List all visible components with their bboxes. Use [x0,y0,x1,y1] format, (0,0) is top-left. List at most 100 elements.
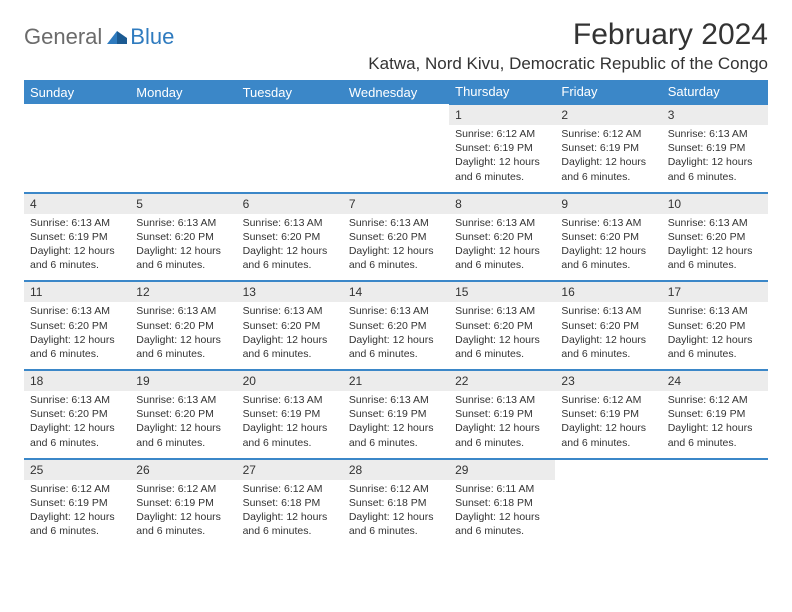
day-content-cell: Sunrise: 6:13 AMSunset: 6:20 PMDaylight:… [662,214,768,282]
sunrise-text: Sunrise: 6:12 AM [349,482,443,496]
day-number-cell: 21 [343,370,449,391]
day-content-cell: Sunrise: 6:13 AMSunset: 6:20 PMDaylight:… [449,302,555,370]
title-block: February 2024 Katwa, Nord Kivu, Democrat… [368,18,768,74]
day-number-cell: 6 [237,193,343,214]
location-label: Katwa, Nord Kivu, Democratic Republic of… [368,54,768,74]
day-number-cell: 28 [343,459,449,480]
daylight-text: and 6 minutes. [136,347,230,361]
day-number-cell: 13 [237,281,343,302]
calendar-body: 123Sunrise: 6:12 AMSunset: 6:19 PMDaylig… [24,104,768,546]
sunset-text: Sunset: 6:20 PM [668,319,762,333]
daylight-text: Daylight: 12 hours [668,421,762,435]
day-content-cell: Sunrise: 6:13 AMSunset: 6:20 PMDaylight:… [130,214,236,282]
sunrise-text: Sunrise: 6:12 AM [668,393,762,407]
day-content-cell: Sunrise: 6:13 AMSunset: 6:19 PMDaylight:… [24,214,130,282]
daylight-text: and 6 minutes. [455,170,549,184]
sunset-text: Sunset: 6:19 PM [668,407,762,421]
sunset-text: Sunset: 6:19 PM [30,496,124,510]
day-number-cell [24,104,130,125]
daylight-text: and 6 minutes. [30,436,124,450]
weekday-header-row: Sunday Monday Tuesday Wednesday Thursday… [24,80,768,104]
daylight-text: and 6 minutes. [30,347,124,361]
day-number-cell: 8 [449,193,555,214]
sunrise-text: Sunrise: 6:12 AM [561,393,655,407]
logo-text-general: General [24,24,102,50]
sunset-text: Sunset: 6:19 PM [243,407,337,421]
sunrise-text: Sunrise: 6:13 AM [561,216,655,230]
sunset-text: Sunset: 6:20 PM [349,319,443,333]
daylight-text: and 6 minutes. [30,524,124,538]
daylight-text: Daylight: 12 hours [30,510,124,524]
sunrise-text: Sunrise: 6:13 AM [243,216,337,230]
daylight-text: Daylight: 12 hours [136,244,230,258]
day-number-cell: 18 [24,370,130,391]
weekday-header: Saturday [662,80,768,104]
day-number-cell: 1 [449,104,555,125]
day-number-cell: 5 [130,193,236,214]
day-content-cell [662,480,768,547]
daylight-text: and 6 minutes. [243,258,337,272]
sunrise-text: Sunrise: 6:13 AM [668,127,762,141]
day-number-row: 123 [24,104,768,125]
sunset-text: Sunset: 6:20 PM [455,319,549,333]
sunrise-text: Sunrise: 6:13 AM [136,216,230,230]
day-number-cell: 27 [237,459,343,480]
sunrise-text: Sunrise: 6:11 AM [455,482,549,496]
daylight-text: Daylight: 12 hours [455,244,549,258]
sunrise-text: Sunrise: 6:13 AM [349,216,443,230]
day-content-cell: Sunrise: 6:12 AMSunset: 6:19 PMDaylight:… [130,480,236,547]
daylight-text: Daylight: 12 hours [668,244,762,258]
daylight-text: Daylight: 12 hours [349,421,443,435]
sunrise-text: Sunrise: 6:13 AM [30,216,124,230]
sunset-text: Sunset: 6:20 PM [349,230,443,244]
header: General Blue February 2024 Katwa, Nord K… [24,18,768,74]
day-number-cell: 29 [449,459,555,480]
sunset-text: Sunset: 6:20 PM [136,407,230,421]
daylight-text: and 6 minutes. [349,258,443,272]
daylight-text: Daylight: 12 hours [30,244,124,258]
sunrise-text: Sunrise: 6:13 AM [349,393,443,407]
daylight-text: and 6 minutes. [455,524,549,538]
daylight-text: Daylight: 12 hours [243,333,337,347]
day-number-cell: 24 [662,370,768,391]
daylight-text: and 6 minutes. [349,347,443,361]
sunrise-text: Sunrise: 6:13 AM [243,304,337,318]
day-number-cell [662,459,768,480]
day-content-row: Sunrise: 6:12 AMSunset: 6:19 PMDaylight:… [24,125,768,193]
day-number-cell: 11 [24,281,130,302]
daylight-text: and 6 minutes. [455,436,549,450]
sunrise-text: Sunrise: 6:12 AM [30,482,124,496]
day-content-cell: Sunrise: 6:13 AMSunset: 6:20 PMDaylight:… [662,302,768,370]
daylight-text: and 6 minutes. [349,524,443,538]
day-number-cell: 2 [555,104,661,125]
daylight-text: and 6 minutes. [668,258,762,272]
daylight-text: Daylight: 12 hours [561,421,655,435]
weekday-header: Sunday [24,80,130,104]
day-content-cell [24,125,130,193]
day-number-cell: 4 [24,193,130,214]
logo-text-blue: Blue [130,24,174,50]
sunset-text: Sunset: 6:18 PM [349,496,443,510]
daylight-text: Daylight: 12 hours [243,421,337,435]
daylight-text: and 6 minutes. [136,258,230,272]
daylight-text: Daylight: 12 hours [30,421,124,435]
daylight-text: and 6 minutes. [561,258,655,272]
day-number-cell: 15 [449,281,555,302]
day-number-cell: 19 [130,370,236,391]
daylight-text: and 6 minutes. [136,436,230,450]
daylight-text: and 6 minutes. [668,347,762,361]
day-number-cell: 12 [130,281,236,302]
sunrise-text: Sunrise: 6:12 AM [561,127,655,141]
daylight-text: Daylight: 12 hours [561,333,655,347]
day-content-cell: Sunrise: 6:13 AMSunset: 6:20 PMDaylight:… [237,302,343,370]
day-content-cell: Sunrise: 6:13 AMSunset: 6:20 PMDaylight:… [555,214,661,282]
sunrise-text: Sunrise: 6:13 AM [455,304,549,318]
daylight-text: Daylight: 12 hours [136,333,230,347]
day-number-cell: 7 [343,193,449,214]
sunrise-text: Sunrise: 6:13 AM [668,216,762,230]
day-number-row: 2526272829 [24,459,768,480]
daylight-text: Daylight: 12 hours [455,333,549,347]
daylight-text: and 6 minutes. [243,436,337,450]
day-content-cell: Sunrise: 6:12 AMSunset: 6:19 PMDaylight:… [449,125,555,193]
day-content-cell: Sunrise: 6:13 AMSunset: 6:20 PMDaylight:… [24,302,130,370]
